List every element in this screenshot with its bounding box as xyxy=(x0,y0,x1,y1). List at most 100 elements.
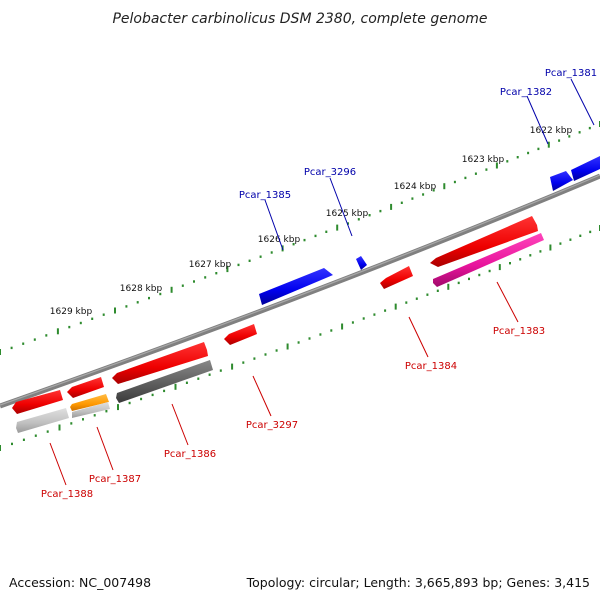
gene-pcar-1381[interactable] xyxy=(571,156,600,181)
major-tick xyxy=(0,349,1,355)
minor-tick xyxy=(509,262,511,265)
gene-label-pcar-1384: Pcar_1384 xyxy=(405,361,457,372)
minor-tick xyxy=(569,238,572,241)
minor-tick xyxy=(325,230,328,233)
minor-tick xyxy=(140,397,143,401)
minor-tick xyxy=(151,393,154,397)
minor-tick xyxy=(303,238,306,242)
minor-tick xyxy=(292,243,295,246)
major-tick xyxy=(498,264,501,271)
major-tick xyxy=(394,303,397,310)
scale-label: 1622 kbp xyxy=(530,126,573,136)
minor-tick xyxy=(559,242,562,245)
minor-tick xyxy=(46,430,49,433)
minor-tick xyxy=(181,284,184,287)
gene-pcar-1387b[interactable] xyxy=(72,402,110,418)
gene-label-pcar-1388: Pcar_1388 xyxy=(41,489,93,500)
genome-backbone xyxy=(0,173,600,409)
minor-tick xyxy=(464,176,467,180)
minor-tick xyxy=(453,180,456,184)
genome-backbone-highlight xyxy=(0,174,600,406)
gene-label-pcar-1383: Pcar_1383 xyxy=(493,326,545,337)
minor-tick xyxy=(537,147,540,151)
gene-label-pcar-1382: Pcar_1382 xyxy=(500,87,552,98)
minor-tick xyxy=(488,269,491,273)
major-tick xyxy=(56,328,59,335)
minor-tick xyxy=(237,263,240,267)
minor-tick xyxy=(128,401,131,405)
minor-tick xyxy=(163,389,166,393)
minor-tick xyxy=(193,280,195,283)
minor-tick xyxy=(219,369,222,372)
minor-tick xyxy=(11,442,13,446)
minor-tick xyxy=(91,317,94,320)
minor-tick xyxy=(411,197,414,200)
gene-label-pcar-1387: Pcar_1387 xyxy=(89,474,141,485)
minor-tick xyxy=(253,357,256,360)
outer-scale-ring xyxy=(0,121,600,355)
scale-label: 1627 kbp xyxy=(189,260,232,270)
minor-tick xyxy=(330,329,333,332)
minor-tick xyxy=(588,126,591,130)
minor-tick xyxy=(373,313,376,316)
gene-pcar-3297[interactable] xyxy=(224,324,257,345)
gene-pcar-1384[interactable] xyxy=(380,266,413,289)
major-tick xyxy=(447,283,450,290)
gene-pcar-3296[interactable] xyxy=(356,256,367,270)
minor-tick xyxy=(68,325,71,329)
minor-tick xyxy=(578,131,581,134)
minor-tick xyxy=(125,305,128,308)
minor-tick xyxy=(519,258,522,261)
minor-tick xyxy=(10,346,13,350)
minor-tick xyxy=(215,272,218,275)
gene-pcar-1387[interactable] xyxy=(70,394,109,411)
gene-pcar-1386[interactable] xyxy=(116,360,213,403)
minor-tick xyxy=(297,341,300,344)
gene-pcar-1383[interactable] xyxy=(433,233,544,287)
minor-tick xyxy=(432,189,435,192)
major-tick xyxy=(174,383,177,390)
major-tick xyxy=(495,162,498,169)
minor-tick xyxy=(527,151,530,155)
major-tick xyxy=(170,286,173,293)
gene-pcar-1388a[interactable] xyxy=(12,390,63,414)
gene-label-pcar-1385: Pcar_1385 xyxy=(239,190,291,201)
minor-tick xyxy=(384,309,387,312)
minor-tick xyxy=(568,135,571,138)
major-tick xyxy=(0,445,1,451)
gene-pcar-1388[interactable] xyxy=(16,408,69,433)
minor-tick xyxy=(308,337,311,340)
major-tick xyxy=(114,307,116,314)
minor-tick xyxy=(579,234,582,237)
minor-tick xyxy=(357,218,360,221)
minor-tick xyxy=(589,230,592,234)
minor-tick xyxy=(558,139,561,142)
gene-pcar-1386a[interactable] xyxy=(112,342,208,384)
minor-tick xyxy=(422,193,425,196)
gene-pcar-1382[interactable] xyxy=(550,171,573,191)
minor-tick xyxy=(105,410,108,413)
minor-tick xyxy=(82,418,84,421)
minor-tick xyxy=(197,377,200,380)
major-tick xyxy=(443,183,446,190)
minor-tick xyxy=(22,342,25,345)
minor-tick xyxy=(485,168,488,171)
leader-lines xyxy=(49,78,595,486)
gene-pcar-1385[interactable] xyxy=(259,268,333,305)
major-tick xyxy=(336,224,339,231)
minor-tick xyxy=(478,273,481,277)
minor-tick xyxy=(319,333,322,336)
minor-tick xyxy=(400,201,403,204)
major-tick xyxy=(231,363,234,370)
gene-pcar-1383a[interactable] xyxy=(430,216,538,267)
major-tick xyxy=(226,266,229,273)
minor-tick xyxy=(93,414,96,417)
major-tick xyxy=(117,404,119,411)
gene-pcar-1387a[interactable] xyxy=(67,377,104,398)
topology-text: Topology: circular; Length: 3,665,893 bp… xyxy=(246,575,590,590)
scale-label: 1623 kbp xyxy=(462,155,505,165)
minor-tick xyxy=(33,338,36,341)
map-title: Pelobacter carbinolicus DSM 2380, comple… xyxy=(112,11,487,27)
major-tick xyxy=(547,141,550,148)
